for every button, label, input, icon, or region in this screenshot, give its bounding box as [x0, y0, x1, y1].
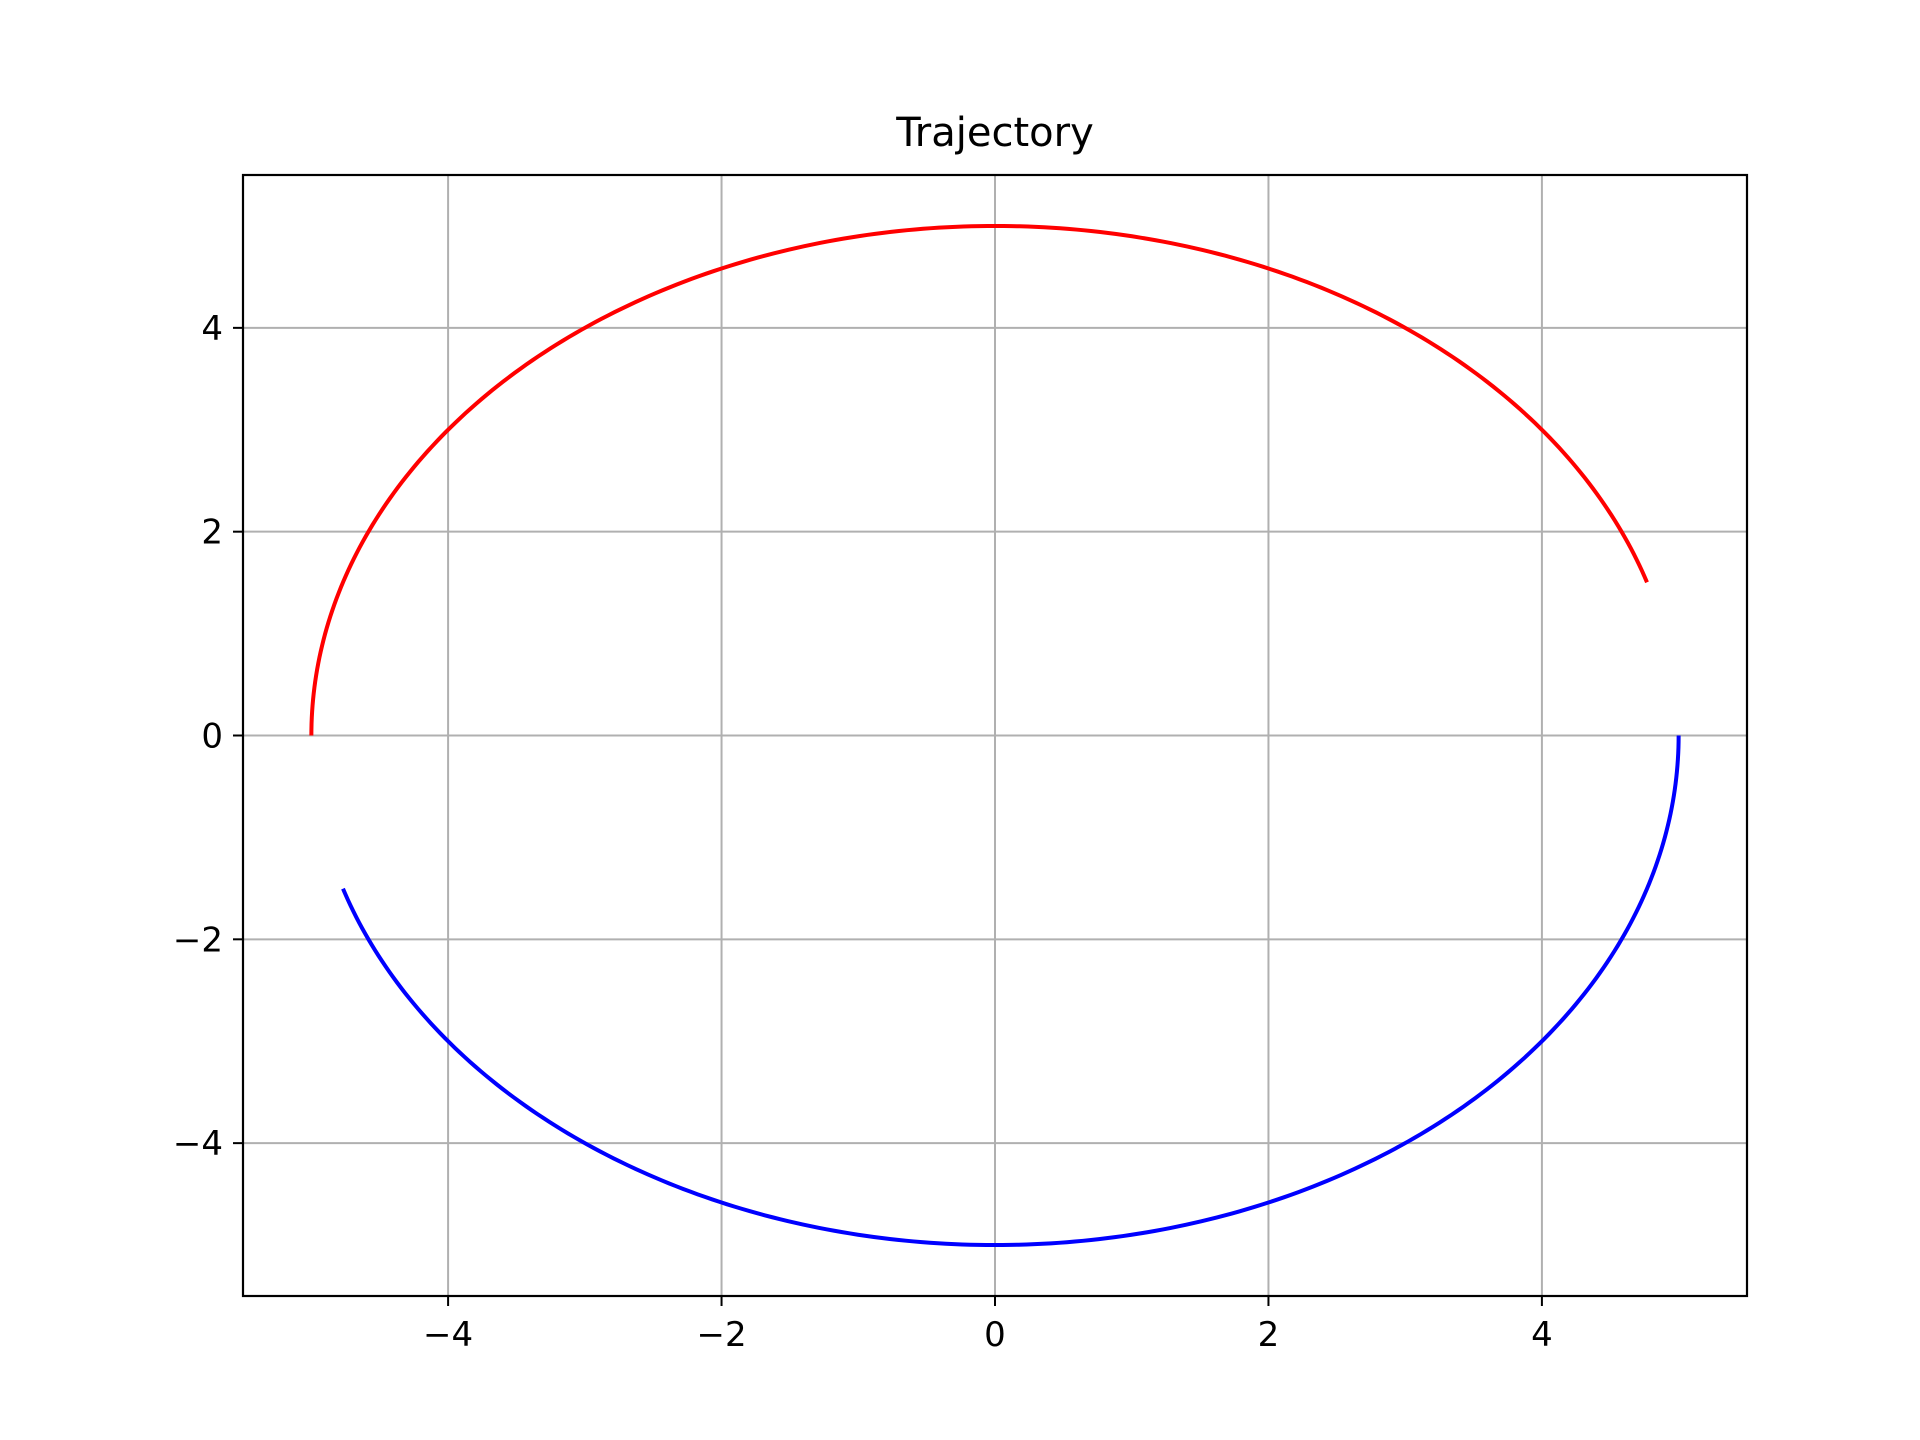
x-tick-label: −2 [696, 1315, 746, 1355]
grid [243, 175, 1747, 1296]
y-tick-label: 0 [201, 717, 223, 757]
x-tick-label: 0 [984, 1315, 1006, 1355]
x-tick-label: 2 [1258, 1315, 1280, 1355]
ticks: −4 −2 0 2 4 −4 −2 0 2 4 [173, 309, 1553, 1355]
y-tick-label: 2 [201, 513, 223, 553]
series-layer [309, 223, 1681, 1248]
y-tick-label: −2 [173, 920, 223, 960]
y-tick-label: −4 [173, 1124, 223, 1164]
x-tick-label: −4 [423, 1315, 473, 1355]
y-tick-label: 4 [201, 309, 223, 349]
series-line-2 [341, 735, 1681, 1248]
x-tick-label: 4 [1531, 1315, 1553, 1355]
series-line-1 [309, 223, 1649, 736]
chart-title: Trajectory [895, 110, 1094, 156]
